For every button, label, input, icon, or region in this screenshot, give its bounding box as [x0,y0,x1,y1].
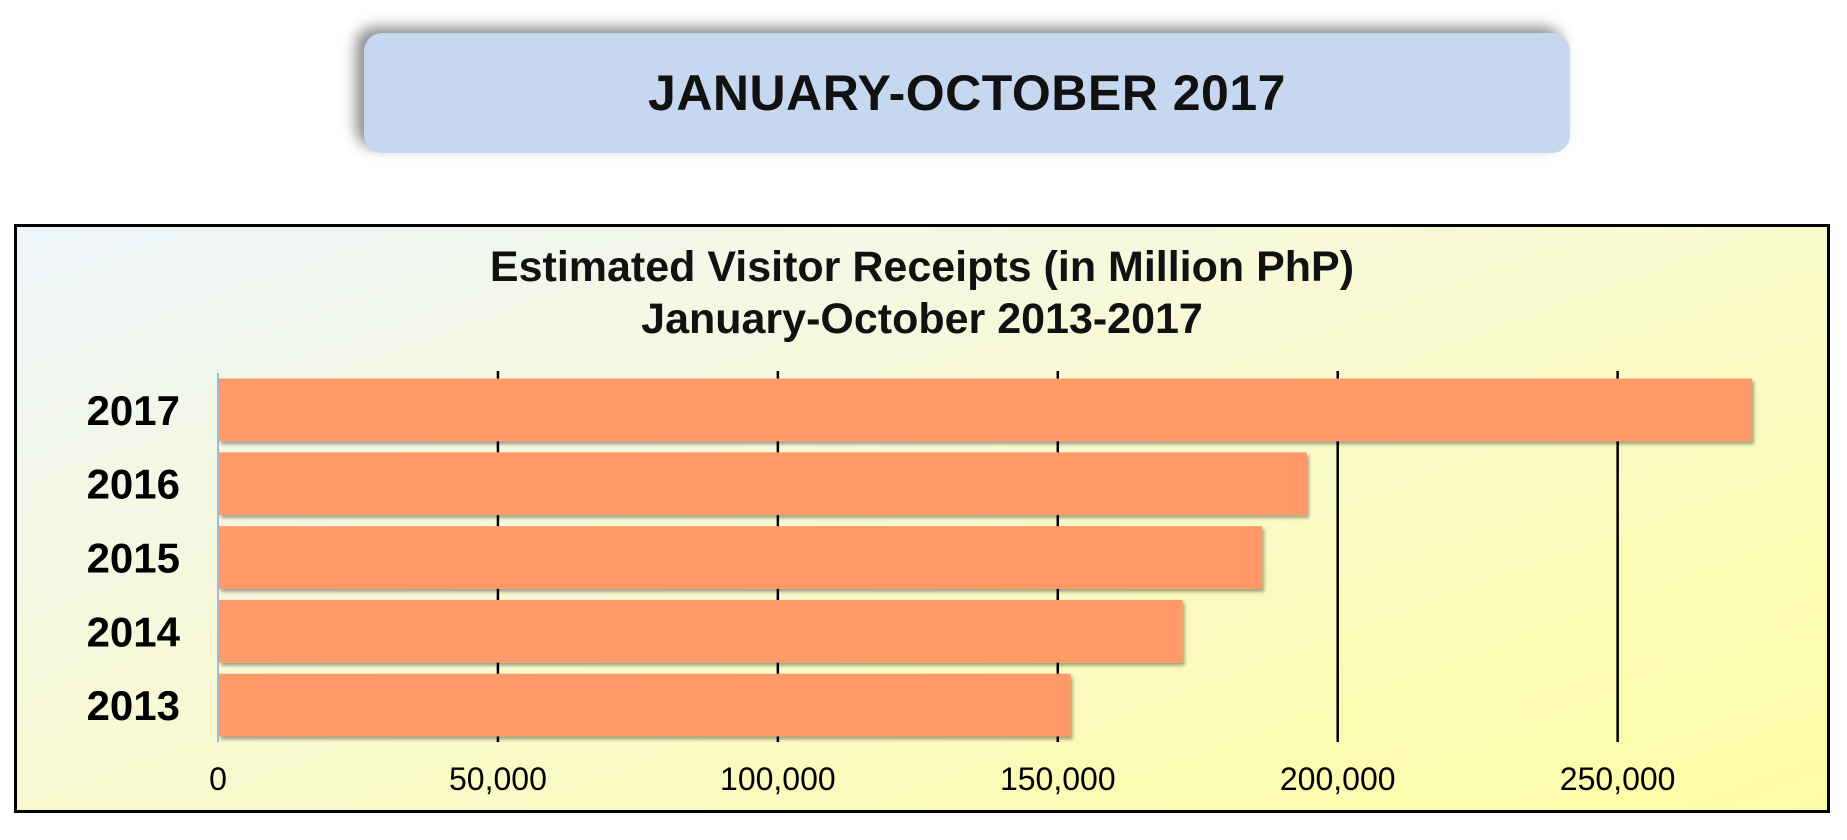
bar-2016 [219,452,1307,516]
x-tick-label: 50,000 [449,761,547,797]
category-label: 2014 [87,608,181,655]
x-tick-label: 150,000 [1000,761,1116,797]
category-label: 2016 [87,461,180,508]
x-tick-label: 200,000 [1280,761,1396,797]
category-label: 2013 [87,682,180,729]
chart-frame: Estimated Visitor Receipts (in Million P… [14,224,1830,813]
category-label: 2015 [87,535,180,582]
bar-chart: 0 50,000 100,000 150,000 200,000 250,000 2017 2… [87,371,1752,797]
category-label: 2017 [87,387,180,434]
bar-2014 [219,599,1183,663]
bar-2013 [219,673,1071,737]
bar-2015 [219,526,1263,589]
bar-2017 [219,378,1752,442]
chart-subtitle: January-October 2013-2017 [641,295,1203,343]
banner-title: JANUARY-OCTOBER 2017 [648,65,1286,121]
chart-title: Estimated Visitor Receipts (in Million P… [489,243,1355,291]
x-tick-label: 100,000 [720,761,836,797]
header-banner: JANUARY-OCTOBER 2017 [364,33,1570,153]
x-tick-label: 0 [209,761,227,797]
x-tick-label: 250,000 [1560,761,1676,797]
